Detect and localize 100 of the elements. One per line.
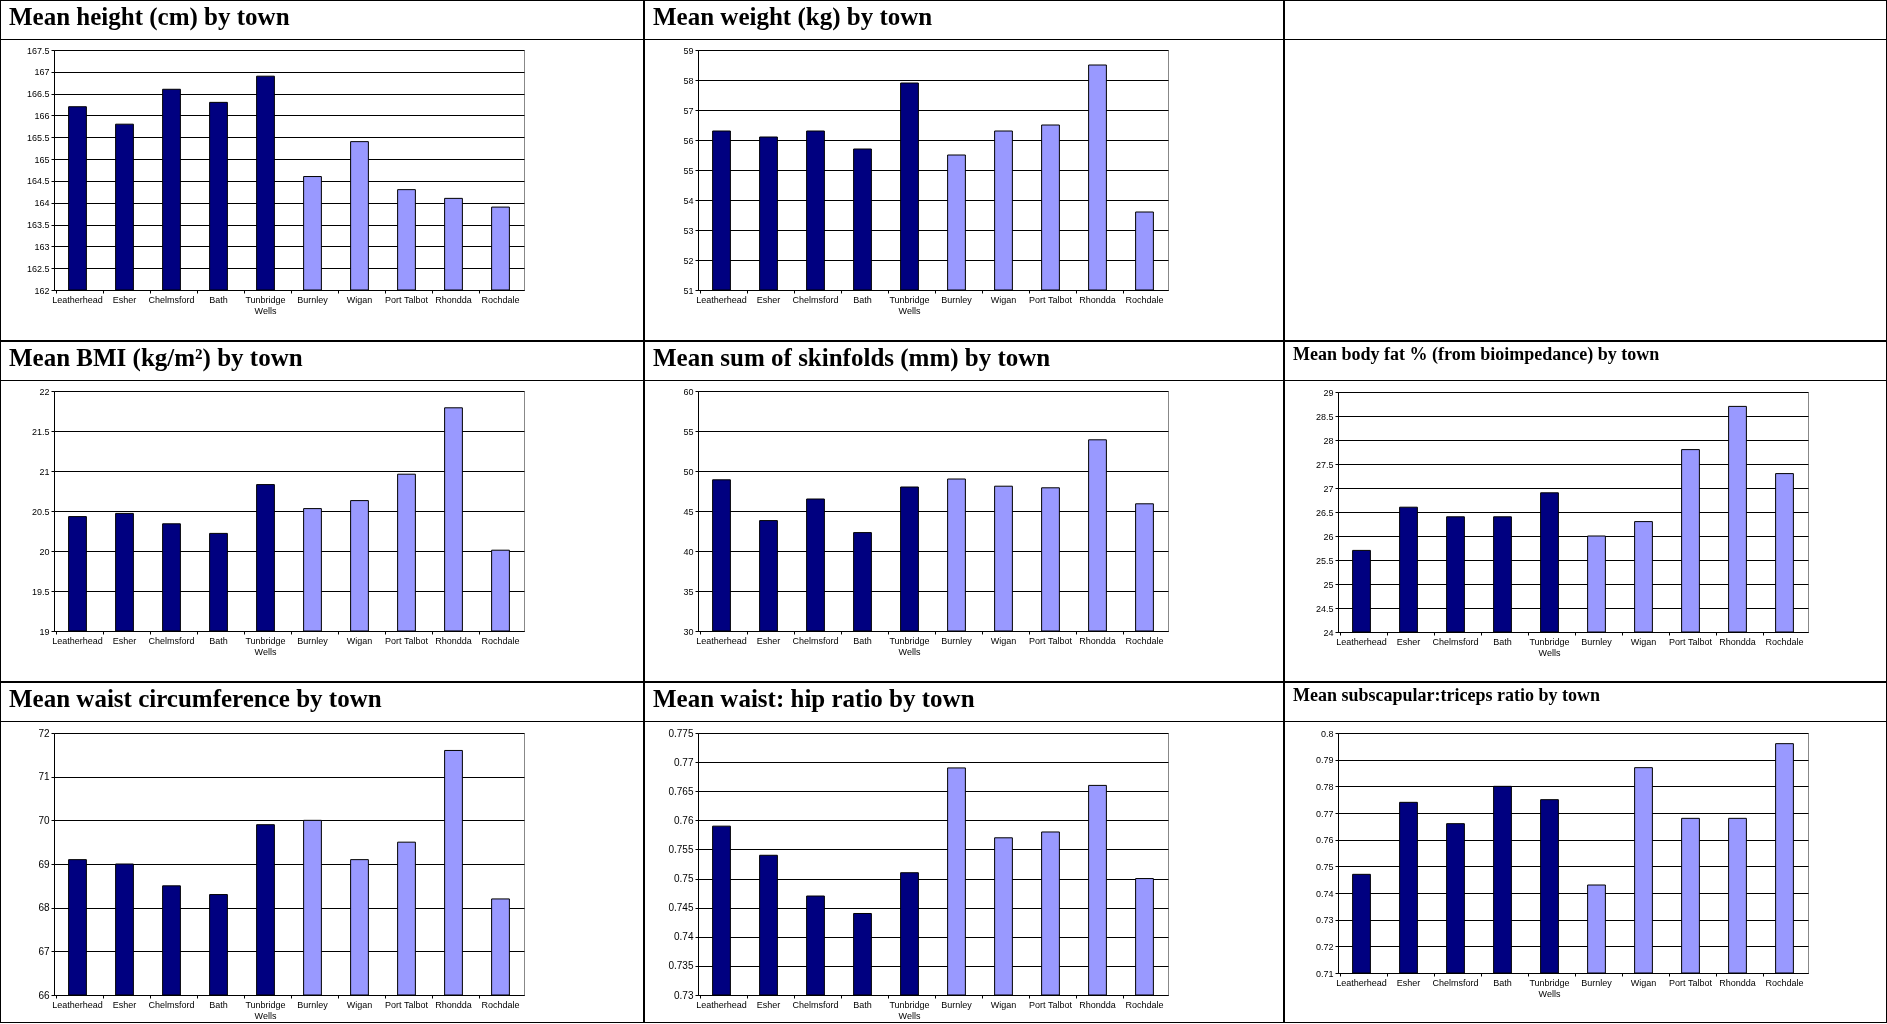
x-tick-label: Port Talbot — [1029, 294, 1073, 305]
y-tick-label: 0.765 — [668, 785, 694, 797]
x-tick-label: Rhondda — [435, 999, 472, 1010]
x-tick-label: Esher — [112, 635, 137, 646]
y-tick-label: 58 — [683, 75, 694, 86]
x-tick-label: Leatherhead — [1336, 636, 1387, 647]
x-tick-label: Chelmsford — [792, 294, 839, 305]
y-tick-label: 163.5 — [26, 220, 50, 231]
x-tick-label: Burnley — [297, 635, 329, 646]
y-tick-label: 30 — [683, 626, 694, 637]
x-tick-label: Tunbridge Wells — [889, 294, 930, 316]
x-tick-label: Bath — [853, 294, 872, 305]
x-tick-label: Chelmsford — [1432, 636, 1479, 647]
y-tick-label: 24 — [1323, 627, 1334, 638]
x-tick-label: Tunbridge Wells — [1529, 977, 1570, 999]
x-tick-label: Wigan — [990, 294, 1017, 305]
x-tick-label: Burnley — [941, 294, 973, 305]
y-tick-label: 72 — [38, 727, 50, 739]
x-tick-label: Port Talbot — [1669, 977, 1713, 988]
x-tick-label: Bath — [1493, 977, 1512, 988]
x-tick-label: Tunbridge Wells — [889, 999, 930, 1021]
x-tick-label: Esher — [1396, 636, 1421, 647]
x-tick-label: Burnley — [941, 635, 973, 646]
chart-title: Mean height (cm) by town — [9, 3, 290, 31]
x-tick-label: Chelmsford — [792, 999, 839, 1010]
x-tick-label: Bath — [853, 999, 872, 1010]
x-tick-label: Tunbridge Wells — [245, 294, 286, 316]
y-tick-label: 67 — [38, 945, 50, 957]
y-tick-label: 167.5 — [26, 45, 50, 56]
y-tick-label: 162 — [34, 285, 50, 296]
x-tick-label: Bath — [853, 635, 872, 646]
x-tick-label: Chelmsford — [148, 999, 195, 1010]
y-tick-label: 28 — [1323, 435, 1334, 446]
x-tick-label: Rochdale — [481, 635, 520, 646]
y-tick-label: 0.71 — [1315, 968, 1334, 979]
x-tick-label: Leatherhead — [1336, 977, 1387, 988]
x-tick-label: Bath — [209, 999, 228, 1010]
y-tick-label: 0.775 — [668, 727, 694, 739]
x-tick-label: Wigan — [1630, 636, 1657, 647]
x-tick-label: Port Talbot — [1029, 999, 1073, 1010]
x-tick-label: Esher — [112, 999, 137, 1010]
y-tick-label: 27 — [1323, 483, 1334, 494]
y-tick-label: 60 — [683, 386, 694, 397]
x-tick-label: Tunbridge Wells — [889, 635, 930, 657]
y-tick-label: 0.77 — [1315, 808, 1334, 819]
x-tick-label: Rhondda — [435, 635, 472, 646]
x-tick-label: Chelmsford — [148, 635, 195, 646]
y-tick-label: 0.72 — [1315, 941, 1334, 952]
x-tick-label: Esher — [1396, 977, 1421, 988]
x-tick-label: Esher — [756, 999, 781, 1010]
y-tick-label: 21.5 — [31, 426, 50, 437]
y-tick-label: 25.5 — [1315, 555, 1334, 566]
y-tick-label: 53 — [683, 225, 694, 236]
y-tick-label: 0.755 — [668, 843, 694, 855]
x-tick-label: Tunbridge Wells — [1529, 636, 1570, 658]
x-tick-label: Burnley — [1581, 977, 1613, 988]
x-tick-label: Rochdale — [481, 999, 520, 1010]
x-tick-label: Rochdale — [1765, 977, 1804, 988]
y-tick-label: 0.75 — [1315, 861, 1334, 872]
y-tick-label: 0.75 — [674, 873, 694, 885]
x-tick-label: Rochdale — [1765, 636, 1804, 647]
y-tick-label: 68 — [38, 902, 50, 914]
y-tick-label: 0.76 — [674, 814, 694, 826]
x-tick-label: Wigan — [346, 635, 373, 646]
y-tick-label: 59 — [683, 45, 694, 56]
y-tick-label: 21 — [39, 466, 50, 477]
y-tick-label: 166 — [34, 110, 50, 121]
x-tick-label: Burnley — [1581, 636, 1613, 647]
y-tick-label: 54 — [683, 195, 694, 206]
y-tick-label: 57 — [683, 105, 694, 116]
x-tick-label: Rhondda — [1719, 636, 1756, 647]
x-tick-label: Bath — [209, 294, 228, 305]
y-tick-label: 0.79 — [1315, 755, 1334, 766]
x-tick-label: Burnley — [297, 294, 329, 305]
x-tick-label: Wigan — [1630, 977, 1657, 988]
y-tick-label: 19.5 — [31, 586, 50, 597]
x-tick-label: Rochdale — [1125, 635, 1164, 646]
x-tick-label: Chelmsford — [792, 635, 839, 646]
x-tick-label: Leatherhead — [52, 635, 103, 646]
y-tick-label: 20 — [39, 546, 50, 557]
y-tick-label: 26.5 — [1315, 507, 1334, 518]
y-tick-label: 0.77 — [674, 756, 694, 768]
x-tick-label: Esher — [756, 294, 781, 305]
x-tick-label: Wigan — [346, 294, 373, 305]
y-tick-label: 69 — [38, 858, 50, 870]
y-tick-label: 167 — [34, 67, 50, 78]
x-tick-label: Rhondda — [1079, 294, 1116, 305]
y-tick-label: 0.74 — [1315, 888, 1334, 899]
y-tick-label: 0.735 — [668, 960, 694, 972]
y-tick-label: 40 — [683, 546, 694, 557]
y-tick-label: 0.74 — [674, 931, 694, 943]
chart-title: Mean waist circumference by town — [9, 685, 382, 712]
y-tick-label: 55 — [683, 165, 694, 176]
y-tick-label: 55 — [683, 426, 694, 437]
x-tick-label: Chelmsford — [148, 294, 195, 305]
x-tick-label: Port Talbot — [1669, 636, 1713, 647]
x-tick-label: Rhondda — [435, 294, 472, 305]
y-tick-label: 0.8 — [1320, 728, 1334, 739]
x-tick-label: Bath — [1493, 636, 1512, 647]
x-tick-label: Esher — [756, 635, 781, 646]
